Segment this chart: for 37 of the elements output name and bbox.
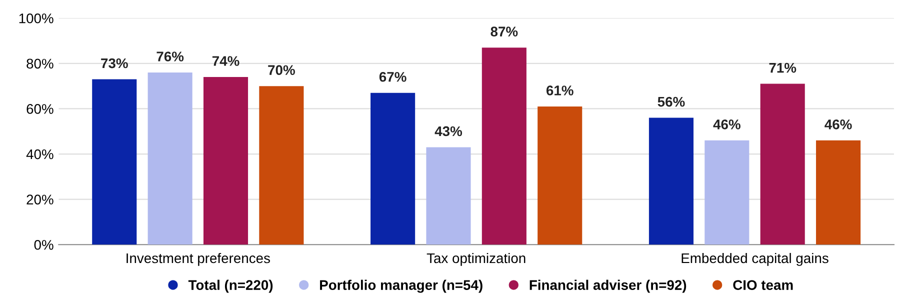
bar (370, 92, 416, 245)
bar (426, 147, 471, 245)
y-tick-label: 80% (26, 58, 54, 69)
x-tick-label: Embedded capital gains (682, 252, 828, 266)
data-label: 61% (546, 86, 574, 96)
legend-label: Financial adviser (n=92) (530, 280, 686, 293)
data-label: 87% (490, 26, 518, 36)
bar (259, 86, 304, 245)
bar (704, 140, 750, 245)
bar (760, 84, 805, 245)
legend-label: CIO team (733, 280, 793, 290)
y-tick-label: 100% (19, 13, 54, 24)
y-tick-label: 60% (26, 104, 54, 114)
data-label: 71% (769, 62, 796, 73)
data-label: 67% (379, 72, 406, 82)
bar (816, 140, 861, 245)
y-tick-label: 40% (26, 149, 54, 160)
bar (203, 77, 248, 245)
data-label: 74% (212, 56, 240, 66)
bar (148, 72, 192, 245)
data-label: 56% (658, 96, 685, 107)
bar (648, 118, 694, 245)
bar (538, 106, 582, 245)
legend-label: Portfolio manager (n=54) (320, 280, 482, 293)
legend-label: Total (n=220) (188, 280, 273, 293)
data-label: 43% (434, 126, 462, 136)
data-label: 76% (156, 52, 184, 62)
data-label: 73% (101, 58, 128, 68)
x-tick-label: Tax optimization (426, 252, 526, 266)
data-label: 46% (713, 120, 740, 130)
data-label: 70% (268, 65, 295, 75)
bar (92, 79, 137, 245)
data-label: 46% (824, 120, 852, 130)
y-tick-label: 0% (34, 240, 54, 250)
y-tick-label: 20% (26, 194, 54, 204)
bar (482, 48, 526, 245)
x-tick-label: Investment preferences (126, 252, 270, 266)
